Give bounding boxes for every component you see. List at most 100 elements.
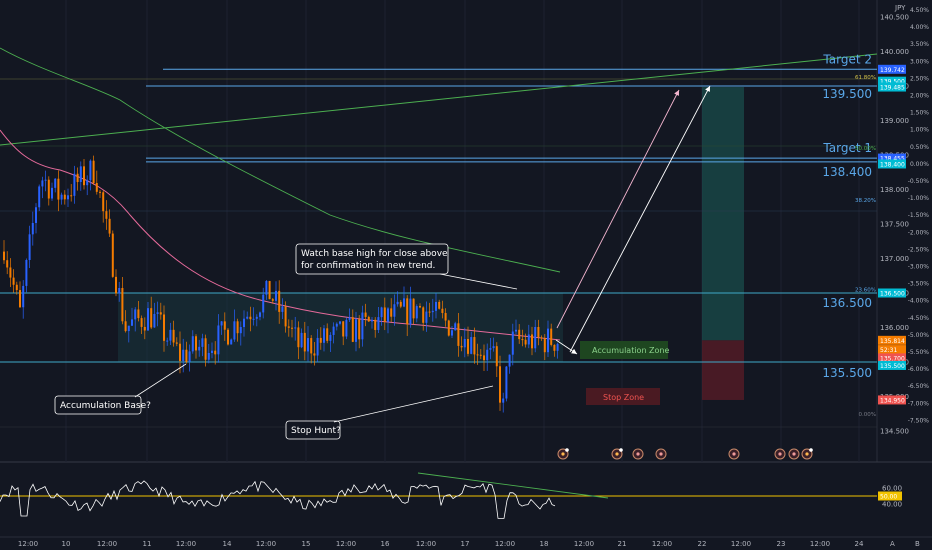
candle-body <box>342 321 345 337</box>
candle-body <box>262 294 265 313</box>
level-label: 138.400 <box>822 165 872 179</box>
auto-scale-button[interactable]: A <box>890 540 895 548</box>
time-tick: 18 <box>540 540 549 548</box>
time-tick: 16 <box>381 540 390 548</box>
candle-body <box>211 350 213 353</box>
percent-tick: -2.50% <box>908 246 930 253</box>
candle-body <box>73 173 76 196</box>
candle-body <box>396 301 399 305</box>
candle-body <box>57 178 60 200</box>
percent-tick: 0.00% <box>910 161 929 168</box>
candle-body <box>278 290 281 312</box>
level-label: Target 2 <box>822 52 872 66</box>
candle-body <box>44 179 47 181</box>
percent-tick: -1.00% <box>908 195 930 202</box>
price-tag-text: 139.485 <box>880 85 905 92</box>
event-badges <box>557 448 813 460</box>
price-tick: 139.000 <box>880 117 909 125</box>
percent-tick: 2.00% <box>910 93 929 100</box>
price-tag-box <box>878 159 906 169</box>
candle-body <box>15 284 18 291</box>
percent-tick: -2.00% <box>908 229 930 236</box>
level-label: 136.500 <box>822 296 872 310</box>
level-label: 135.500 <box>822 366 872 380</box>
price-tag-box <box>878 345 906 355</box>
percent-tick: -6.50% <box>908 383 930 390</box>
candle-body <box>399 301 402 307</box>
candle-body <box>92 160 95 184</box>
time-tick: 23 <box>777 540 786 548</box>
candle-body <box>31 222 34 235</box>
accumulation-zone-label: Accumulation Zone <box>592 346 670 355</box>
candle-body <box>111 233 114 277</box>
candle-body <box>457 323 460 346</box>
candle-body <box>454 323 457 331</box>
candle-body <box>435 301 437 311</box>
candle-body <box>9 267 12 278</box>
candle-body <box>188 351 191 362</box>
candle-body <box>169 329 172 341</box>
candle-body <box>239 327 242 334</box>
percent-tick: 3.00% <box>910 58 929 65</box>
candle-body <box>294 327 297 329</box>
percent-tick: -1.50% <box>908 212 930 219</box>
candle-body <box>217 325 220 355</box>
candle-body <box>495 346 498 367</box>
rsi-tick: 60.00 <box>882 485 902 493</box>
price-tag-box <box>878 335 906 345</box>
candle-body <box>54 178 57 188</box>
time-tick: 12:00 <box>176 540 196 548</box>
candle-body <box>463 338 466 348</box>
candle-body <box>127 325 130 332</box>
candle-body <box>191 336 194 352</box>
time-tick: 12:00 <box>495 540 515 548</box>
candle-body <box>319 337 322 343</box>
rsi-tick: 40.00 <box>882 501 902 509</box>
candle-body <box>380 307 383 318</box>
candle-body <box>223 321 226 330</box>
price-tag-text: 135.700 <box>880 355 905 362</box>
candle-body <box>38 186 41 208</box>
candle-body <box>249 316 252 320</box>
event-badge-flag <box>619 448 623 452</box>
percent-tick: 3.50% <box>910 41 929 48</box>
time-tick: 12:00 <box>810 540 830 548</box>
candle-body <box>105 211 108 219</box>
price-tick: 136.000 <box>880 324 909 332</box>
stop-hunt-box <box>285 420 341 440</box>
bottom-right-button[interactable]: B <box>915 540 920 548</box>
arrow-target-white <box>569 85 711 353</box>
price-tag-box <box>878 82 906 92</box>
percent-tick: -4.50% <box>908 315 930 322</box>
candle-body <box>534 326 537 349</box>
candle-body <box>425 311 428 323</box>
candle-body <box>332 326 335 335</box>
percent-tick: -0.50% <box>908 178 930 185</box>
candle-body <box>383 307 386 322</box>
candle-body <box>70 195 73 197</box>
candle-body <box>550 328 553 345</box>
candle-body <box>447 320 450 336</box>
fib-label: 0.00% <box>859 412 876 418</box>
candle-body <box>195 336 197 351</box>
candle-body <box>470 337 473 354</box>
candle-body <box>428 311 431 313</box>
candle-body <box>63 194 66 200</box>
candle-body <box>499 366 501 403</box>
candle-body <box>137 309 140 319</box>
long-target-zone <box>702 87 744 341</box>
candle-body <box>547 328 549 353</box>
event-badge-dot <box>792 452 796 456</box>
watch-callout-line1: Watch base high for close above <box>301 249 448 259</box>
trend-line-green <box>0 53 878 146</box>
candle-body <box>287 326 290 328</box>
candle-body <box>230 339 233 345</box>
event-badge-dot <box>778 452 782 456</box>
candle-body <box>419 306 421 308</box>
time-tick: 22 <box>698 540 707 548</box>
time-tick: 21 <box>618 540 627 548</box>
percent-tick: -7.50% <box>908 417 930 424</box>
